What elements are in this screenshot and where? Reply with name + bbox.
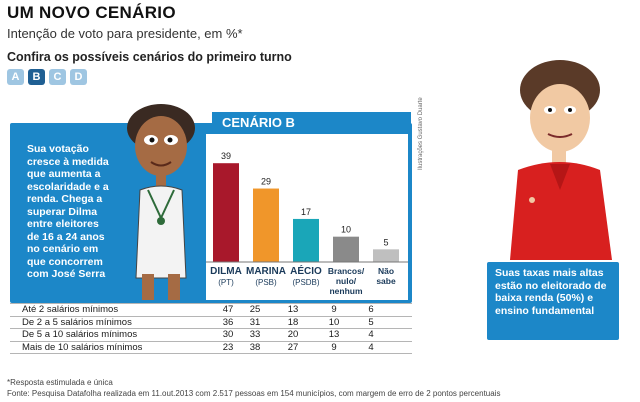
category-label-4-1: sabe bbox=[376, 276, 396, 286]
table-cell: 13 bbox=[287, 304, 299, 315]
chart-area: 39 DILMA (PT) 29 MARINA (PSB) 17 AÉCIO (PSDB) 10 B… bbox=[206, 134, 408, 300]
tab-b-label: B bbox=[32, 71, 41, 83]
scenario-title: CENÁRIO B bbox=[212, 112, 411, 134]
tab-c[interactable]: C bbox=[49, 69, 66, 85]
bar-value-label-0: 39 bbox=[221, 151, 231, 161]
table-cell: 4 bbox=[368, 341, 374, 353]
tab-d[interactable]: D bbox=[70, 69, 87, 85]
tab-b[interactable]: B bbox=[28, 69, 45, 85]
table-cell: 13 bbox=[328, 329, 340, 340]
bar-1 bbox=[253, 188, 279, 262]
party-label-2: (PSDB) bbox=[292, 278, 319, 287]
table-row: Até 2 salários mínimos 47 25 13 9 6 bbox=[10, 303, 412, 317]
tab-a-label: A bbox=[11, 71, 20, 83]
marina-caricature-illustration bbox=[127, 104, 195, 300]
table-cell: 25 bbox=[249, 304, 261, 315]
category-label-2-0: AÉCIO bbox=[290, 264, 322, 277]
source-note: Fonte: Pesquisa Datafolha realizada em 1… bbox=[7, 389, 501, 398]
table-cell: 6 bbox=[368, 304, 374, 315]
category-label-4-0: Não bbox=[378, 266, 394, 276]
table-row-label: De 5 a 10 salários mínimos bbox=[22, 329, 138, 340]
table-cell: 38 bbox=[249, 341, 261, 353]
table-cell: 23 bbox=[222, 341, 234, 353]
bar-value-label-4: 5 bbox=[383, 237, 388, 247]
bar-chart: 39 DILMA(PT) 29 MARINA(PSB) 17 AÉCIO(PSDB) 10 B… bbox=[206, 151, 408, 296]
dilma-caricature-illustration bbox=[510, 60, 612, 260]
table-row: De 5 a 10 salários mínimos 30 33 20 13 4 bbox=[10, 329, 412, 342]
table-row: Mais de 10 salários mínimos 23 38 27 9 4 bbox=[10, 341, 412, 354]
bar-4 bbox=[373, 249, 399, 262]
dilma-note-box bbox=[487, 262, 619, 340]
category-label-3-2: nenhum bbox=[329, 286, 362, 296]
table-cell: 33 bbox=[249, 329, 261, 340]
table-row: De 2 a 5 salários mínimos 36 31 18 10 5 bbox=[10, 316, 412, 329]
footnote: *Resposta estimulada e única bbox=[7, 378, 113, 387]
table-cell: 30 bbox=[222, 329, 234, 340]
scenarios-prompt: Confira os possíveis cenários do primeir… bbox=[7, 50, 292, 64]
category-label-0-0: DILMA bbox=[210, 266, 242, 277]
category-label-3-1: nulo/ bbox=[336, 276, 357, 286]
party-label-1: (PSB) bbox=[255, 278, 277, 287]
tab-c-label: C bbox=[53, 71, 62, 83]
marina-note: Sua votação cresce à medida que aumenta … bbox=[27, 143, 109, 280]
tab-a[interactable]: A bbox=[7, 69, 24, 85]
category-label-3-0: Brancos/ bbox=[328, 266, 365, 276]
table-row-label: De 2 a 5 salários mínimos bbox=[22, 316, 132, 328]
table-cell: 18 bbox=[287, 316, 299, 328]
illustration-credit: Ilustrações Gustavo Duarte bbox=[418, 97, 424, 170]
table-cell: 20 bbox=[287, 329, 299, 340]
bar-value-label-1: 29 bbox=[261, 177, 271, 187]
table-cell: 47 bbox=[222, 304, 234, 315]
bar-2 bbox=[293, 218, 319, 262]
table-row-label: Até 2 salários mínimos bbox=[22, 304, 119, 315]
scenario-tabs: A B C D bbox=[7, 69, 87, 85]
party-label-0: (PT) bbox=[218, 278, 234, 287]
table-cell: 36 bbox=[222, 316, 234, 328]
table-cell: 31 bbox=[249, 316, 261, 328]
table-row-label: Mais de 10 salários mínimos bbox=[22, 341, 143, 353]
table-cell: 5 bbox=[368, 316, 374, 328]
bar-value-label-3: 10 bbox=[341, 225, 351, 235]
tab-d-label: D bbox=[74, 71, 83, 83]
category-label-1-0: MARINA bbox=[246, 266, 286, 277]
table-cell: 9 bbox=[331, 304, 337, 315]
dilma-note: Suas taxas mais altas estão no eleitorad… bbox=[495, 267, 607, 317]
page-title: UM NOVO CENÁRIO bbox=[7, 3, 176, 22]
table-cell: 27 bbox=[287, 341, 299, 353]
bar-0 bbox=[213, 163, 239, 262]
table-cell: 10 bbox=[328, 316, 340, 328]
table-cell: 9 bbox=[331, 341, 337, 353]
table-cell: 4 bbox=[368, 329, 374, 340]
bar-value-label-2: 17 bbox=[301, 207, 311, 217]
bar-3 bbox=[333, 236, 359, 262]
page-subtitle: Intenção de voto para presidente, em %* bbox=[7, 26, 243, 41]
income-table: Até 2 salários mínimos 47 25 13 9 6 De 2 a 5 s… bbox=[10, 303, 412, 354]
